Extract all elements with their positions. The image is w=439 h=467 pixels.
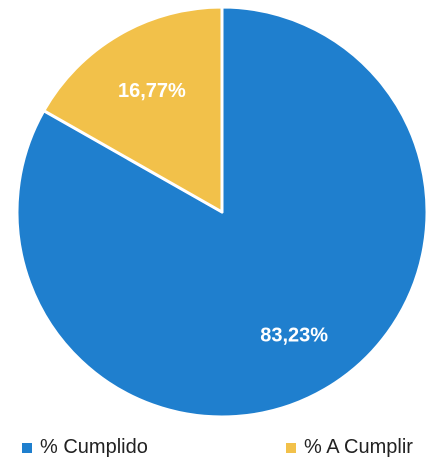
slice-label-cumplido: 83,23% (260, 324, 328, 346)
pie-slices (15, 5, 429, 419)
pie-slice-labels: 83,23% 16,77% (118, 80, 328, 347)
slice-a-cumplir (42, 5, 224, 214)
legend-label-a-cumplir: % A Cumplir (304, 436, 413, 458)
legend-swatch-a-cumplir (286, 442, 296, 453)
legend-swatch-cumplido (22, 442, 32, 453)
slice-label-a-cumplir: 16,77% (118, 80, 186, 102)
legend: % Cumplido % A Cumplir (0, 436, 439, 464)
legend-item-a-cumplir: % A Cumplir (286, 436, 413, 459)
legend-label-cumplido: % Cumplido (40, 436, 148, 458)
legend-item-cumplido: % Cumplido (22, 436, 148, 459)
